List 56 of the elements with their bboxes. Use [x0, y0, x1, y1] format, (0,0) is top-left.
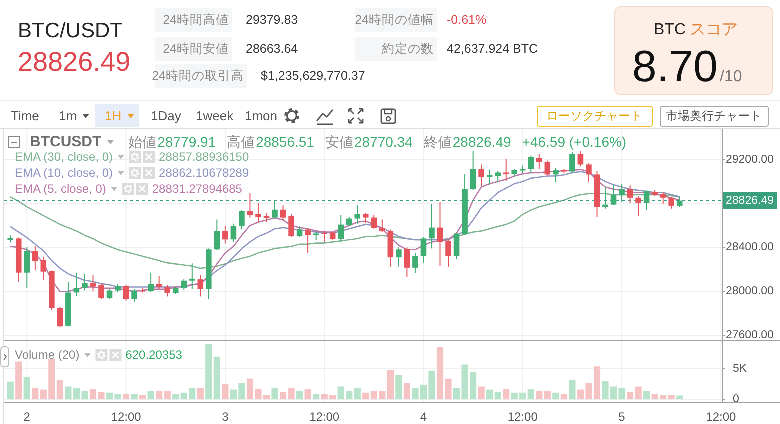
annotation: 28770.34 — [354, 134, 414, 150]
text: 市場奥行チャート — [666, 109, 762, 123]
text: 24時間の取引高 — [152, 68, 244, 83]
text: Time — [11, 108, 40, 124]
text: ローソクチャート — [546, 109, 642, 123]
text: スコア — [690, 22, 738, 38]
text: 29379.83 — [246, 13, 298, 27]
text: EMA (5, close, 0) — [15, 182, 106, 196]
text: 42,637.924 BTC — [447, 42, 538, 56]
x-tick-label: 12:00 — [706, 410, 737, 424]
annotation: 28779.91 — [158, 134, 216, 150]
text: -0.61% — [447, 13, 487, 27]
text: 28826.49 — [18, 47, 131, 77]
annotation: +46.59 (+0.16%) — [522, 134, 627, 150]
annotation: 終値 — [422, 134, 452, 150]
y-tick-label: 27600.00 — [726, 330, 774, 342]
text: BTC — [654, 22, 686, 38]
text: EMA (30, close, 0) — [15, 150, 114, 164]
y-tick-label: 28000.00 — [726, 286, 774, 298]
y-tick-label: 29200.00 — [726, 154, 774, 166]
annotation: 28831.27894685 — [152, 182, 243, 196]
text: 1week — [196, 108, 234, 124]
chart-title: BTCUSDT — [30, 134, 102, 150]
x-tick-label: 5 — [618, 410, 626, 424]
text: 1H — [105, 108, 122, 124]
text: EMA (10, close, 0) — [15, 166, 114, 180]
annotation: 620.20353 — [126, 348, 183, 362]
text: 約定の数 — [382, 42, 434, 56]
x-tick-label: 12:00 — [111, 410, 142, 424]
annotation: 28857.88936150 — [159, 150, 250, 164]
annotation: 28826.49 — [452, 134, 512, 150]
text: 1Day — [151, 108, 182, 124]
y-tick-label: 5K — [733, 363, 748, 376]
annotation: 28856.51 — [256, 134, 315, 150]
x-tick-label: 12:00 — [508, 410, 538, 424]
series-label: Volume (20) — [15, 348, 80, 362]
text: 1mon — [245, 108, 278, 124]
x-tick-label: 2 — [24, 410, 31, 424]
annotation: 28862.10678289 — [159, 166, 250, 180]
text: 8.70 — [632, 42, 718, 92]
x-tick-label: 12:00 — [310, 410, 340, 424]
x-tick-label: 3 — [222, 410, 230, 424]
ref-line-label: 28826.49 — [726, 194, 774, 207]
annotation: 始値 — [128, 134, 157, 150]
text: 28663.64 — [246, 42, 298, 56]
y-tick-label: 28400.00 — [726, 242, 774, 254]
x-tick-label: 4 — [420, 410, 428, 424]
text: 24時間安値 — [163, 41, 229, 56]
text: $1,235,629,770.37 — [261, 69, 366, 83]
text: /10 — [720, 68, 742, 86]
text: 24時間の値幅 — [355, 13, 434, 27]
annotation: 高値 — [227, 134, 256, 150]
text: 1m — [59, 108, 78, 124]
text: BTC/USDT — [18, 20, 124, 42]
text: 24時間高値 — [163, 12, 229, 27]
annotation: 安値 — [325, 134, 354, 150]
